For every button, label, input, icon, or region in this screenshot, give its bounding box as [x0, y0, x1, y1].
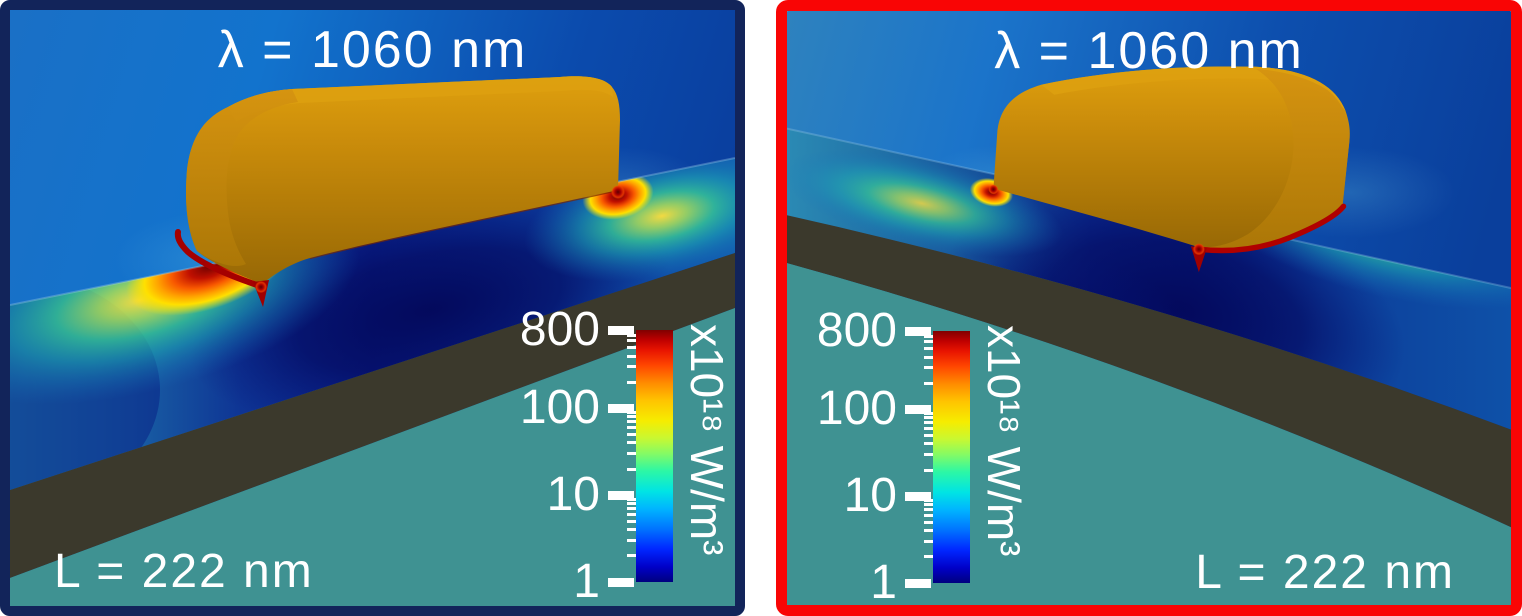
- contact-rim-hot: [1196, 203, 1347, 254]
- colorbar-minor-tick: [924, 411, 933, 415]
- colorbar-minor-tick: [924, 442, 933, 446]
- colorbar-minor-tick: [924, 513, 933, 517]
- colorbar-minor-tick: [924, 355, 933, 359]
- colorbar-minor-tick: [924, 529, 933, 533]
- colorbar-minor-tick: [924, 503, 933, 507]
- colorbar-tick-label: 100: [816, 382, 897, 436]
- length-label: L = 222 nm: [54, 545, 314, 598]
- rod-top-face: [228, 76, 613, 122]
- colorbar-minor-tick: [627, 415, 636, 419]
- colorbar-minor-tick: [627, 426, 636, 430]
- rod-end-cap: [186, 89, 298, 267]
- hotspot-dot-corner: [1192, 243, 1205, 256]
- simulation-scene-right: [787, 11, 1511, 605]
- colorbar-gradient: [933, 331, 970, 583]
- colorbar-tick-mark: [608, 490, 634, 500]
- colorbar-minor-tick: [924, 334, 933, 338]
- colorbar-minor-tick: [627, 497, 636, 501]
- colorbar-tick-mark: [608, 577, 634, 587]
- colorbar-gradient: [636, 330, 673, 582]
- substrate-side-band: [10, 253, 735, 578]
- colorbar-minor-tick: [627, 333, 636, 337]
- colorbar-minor-tick: [924, 434, 933, 438]
- panel-long-rod: λ = 1060 nm L = 222 nm x10¹⁸ W/m³ 800 100…: [0, 0, 745, 616]
- colorbar-unit-label: x10¹⁸ W/m³: [978, 325, 1030, 557]
- colorbar: x10¹⁸ W/m³ 800 100 10 1: [490, 306, 735, 608]
- colorbar-tick-label: 10: [546, 468, 600, 522]
- colorbar-minor-tick: [627, 339, 636, 343]
- colorbar-minor-tick: [627, 433, 636, 437]
- colorbar-minor-tick: [924, 453, 933, 457]
- colorbar-minor-tick: [924, 540, 933, 544]
- hotspot-left-wash: [787, 149, 1063, 258]
- colorbar-tick-mark: [608, 403, 634, 413]
- colorbar-tick-mark: [608, 325, 634, 335]
- lower-substrate: [10, 308, 735, 606]
- gold-nanorod: [186, 76, 620, 284]
- gold-nanorod: [993, 66, 1350, 250]
- colorbar-minor-tick: [924, 427, 933, 431]
- colorbar-tick-label: 100: [519, 381, 600, 435]
- colorbar-minor-tick: [627, 354, 636, 358]
- hotspot-dot-left: [255, 281, 267, 293]
- colorbar-tick-label: 1: [573, 555, 600, 608]
- colorbar-minor-tick: [924, 421, 933, 425]
- colorbar-minor-tick: [924, 340, 933, 344]
- contact-rim-hot: [174, 229, 263, 289]
- colorbar-tick-mark: [905, 578, 931, 588]
- colorbar-tick-mark: [905, 404, 931, 414]
- colorbar-tick-mark: [905, 326, 931, 336]
- colorbar-tick-label: 1: [870, 556, 897, 609]
- hotspot-dot-right: [611, 185, 625, 199]
- colorbar-minor-tick: [627, 441, 636, 445]
- colorbar-minor-tick: [627, 410, 636, 414]
- colorbar: x10¹⁸ W/m³ 800 100 10 1: [787, 307, 1037, 609]
- colorbar-minor-tick: [627, 512, 636, 516]
- colorbar-minor-tick: [924, 520, 933, 524]
- colorbar-unit-label: x10¹⁸ W/m³: [681, 324, 733, 556]
- colorbar-minor-tick: [627, 554, 636, 558]
- length-label: L = 222 nm: [1195, 546, 1455, 599]
- colorbar-minor-tick: [627, 539, 636, 543]
- colorbar-minor-tick: [627, 467, 636, 471]
- wavelength-title: λ = 1060 nm: [217, 21, 528, 79]
- colorbar-minor-tick: [627, 528, 636, 532]
- colorbar-tick-mark: [905, 491, 931, 501]
- colorbar-minor-tick: [627, 365, 636, 369]
- colorbar-minor-tick: [627, 380, 636, 384]
- wavelength-title: λ = 1060 nm: [994, 22, 1304, 80]
- colorbar-minor-tick: [924, 381, 933, 385]
- colorbar-minor-tick: [627, 519, 636, 523]
- colorbar-minor-tick: [924, 508, 933, 512]
- panel-rod-end-view: λ = 1060 nm L = 222 nm x10¹⁸ W/m³ 800 100…: [776, 0, 1522, 616]
- colorbar-minor-tick: [924, 366, 933, 370]
- colorbar-minor-tick: [924, 347, 933, 351]
- simulation-scene-left: [10, 10, 735, 606]
- rod-end-cap: [1198, 68, 1350, 249]
- colorbar-minor-tick: [627, 420, 636, 424]
- colorbar-minor-tick: [924, 416, 933, 420]
- colorbar-tick-label: 800: [816, 304, 897, 357]
- colorbar-tick-label: 10: [843, 469, 897, 523]
- colorbar-minor-tick: [627, 346, 636, 350]
- colorbar-minor-tick: [627, 452, 636, 456]
- hotspot-dot-left: [988, 184, 999, 195]
- colorbar-minor-tick: [924, 555, 933, 559]
- substrate-side-band: [787, 215, 1511, 528]
- colorbar-tick-label: 800: [519, 303, 600, 356]
- colorbar-minor-tick: [924, 468, 933, 472]
- colorbar-minor-tick: [627, 502, 636, 506]
- colorbar-minor-tick: [924, 498, 933, 502]
- colorbar-minor-tick: [627, 507, 636, 511]
